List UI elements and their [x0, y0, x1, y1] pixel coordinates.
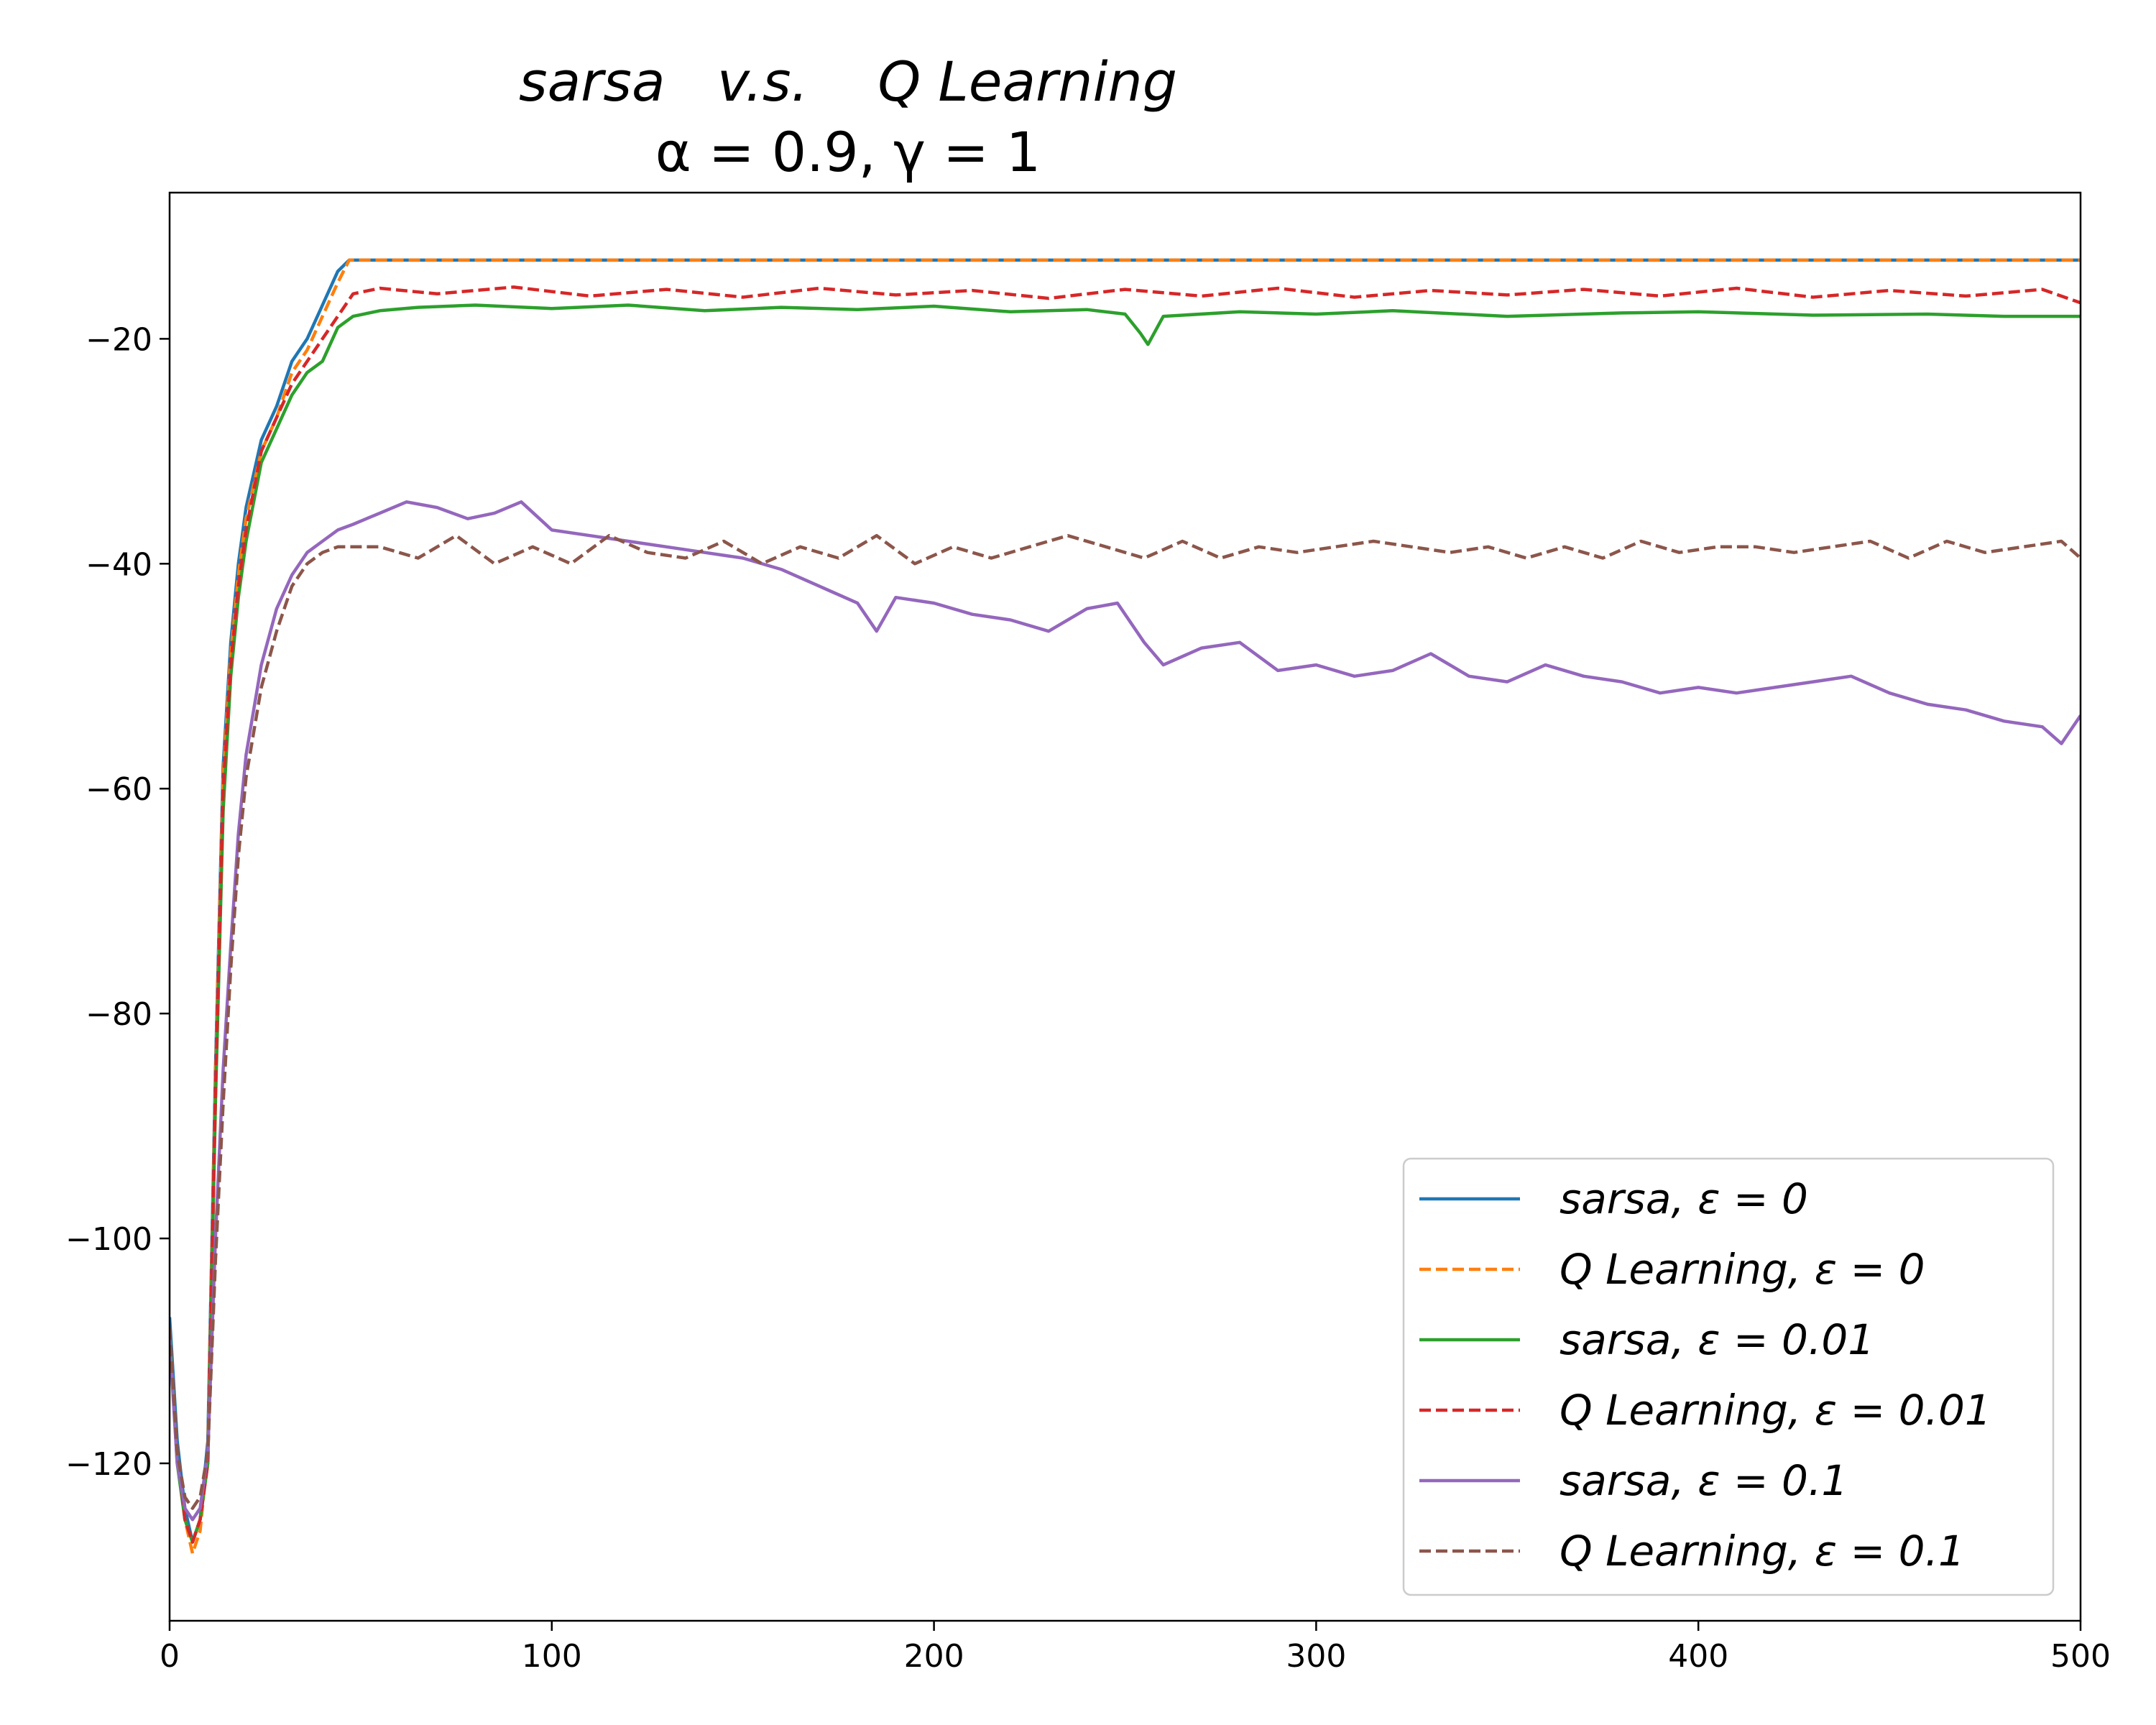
chart-title-line2: α = 0.9, γ = 1: [655, 120, 1041, 184]
x-tick-label: 100: [522, 1638, 582, 1675]
x-tick-label: 500: [2050, 1638, 2111, 1675]
series-line-5: [170, 500, 2081, 1522]
x-tick-label: 300: [1286, 1638, 1346, 1675]
series-group: [170, 258, 2081, 1555]
legend-label-2: Q Learning, ε = 0: [1560, 1245, 1925, 1294]
x-tick-label: 200: [904, 1638, 964, 1675]
series-line-4: [170, 285, 2081, 1544]
y-tick-label: −40: [86, 546, 152, 583]
legend-label-5: sarsa, ε = 0.1: [1560, 1456, 1848, 1505]
legend-box: [1402, 1157, 2055, 1596]
series-line-6: [170, 533, 2081, 1510]
y-tick-label: −100: [65, 1221, 152, 1258]
legend-label-6: Q Learning, ε = 0.1: [1560, 1527, 1965, 1576]
chart-title-line1: sarsa v.s. Q Learning: [519, 50, 1177, 114]
y-axis: −120 −100 −80 −60 −40 −20: [65, 321, 170, 1483]
x-tick-label: 400: [1668, 1638, 1728, 1675]
plot-frame: [168, 191, 2082, 1622]
legend-label-3: sarsa, ε = 0.01: [1560, 1315, 1874, 1364]
legend-label-4: Q Learning, ε = 0.01: [1560, 1386, 1991, 1435]
y-tick-label: −80: [86, 996, 152, 1033]
x-axis: 0 100 200 300 400 500: [160, 1621, 2111, 1675]
y-tick-label: −120: [65, 1446, 152, 1483]
y-tick-label: −20: [86, 321, 152, 358]
x-tick-label: 0: [160, 1638, 180, 1675]
y-tick-label: −60: [86, 771, 152, 808]
legend-label-1: sarsa, ε = 0: [1560, 1174, 1808, 1223]
legend: sarsa, ε = 0 Q Learning, ε = 0 sarsa, ε = …: [1402, 1157, 2055, 1596]
plot-area: [168, 191, 2082, 1622]
